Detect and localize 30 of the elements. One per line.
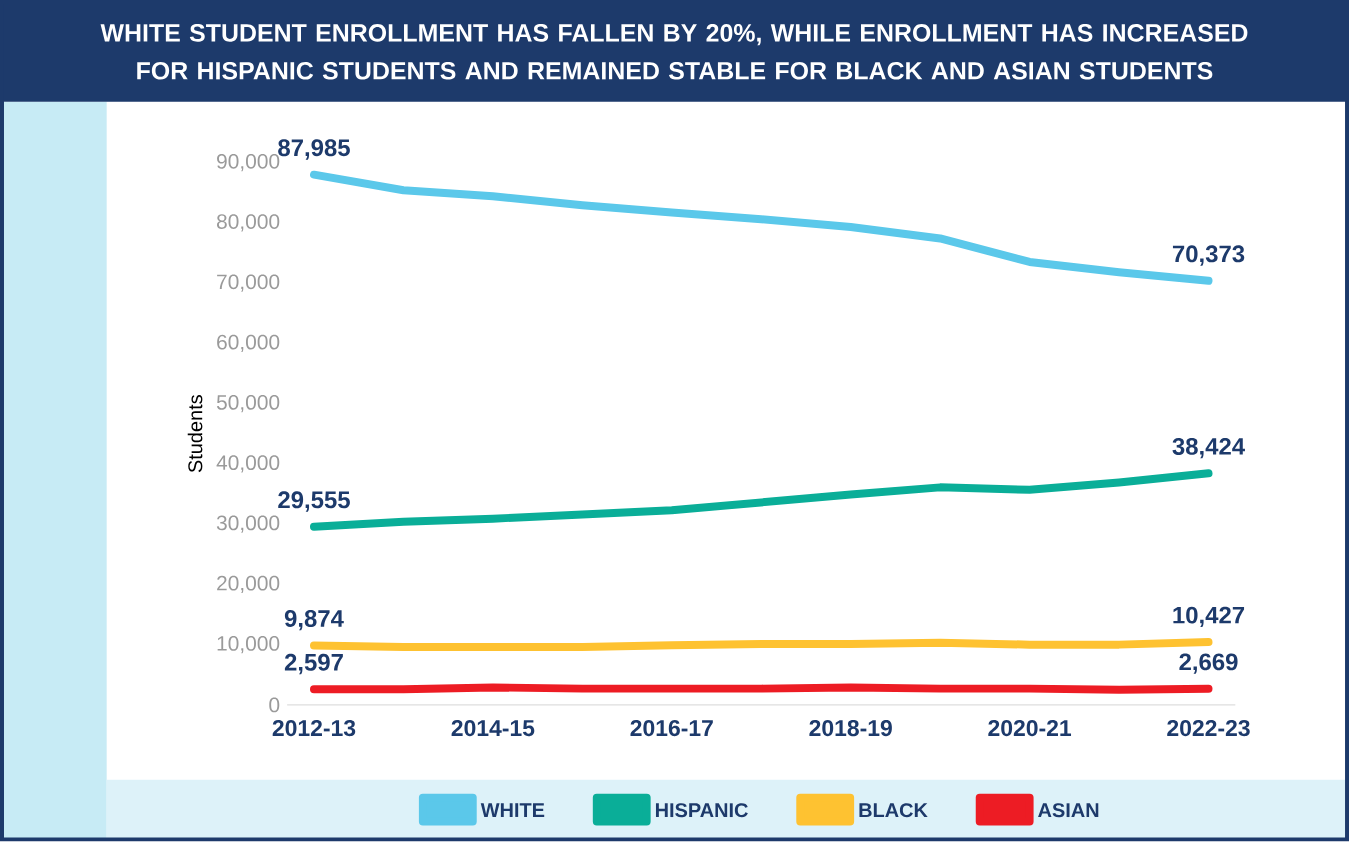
y-tick-label: 50,000 [216,395,280,413]
data-label: 9,874 [284,610,344,631]
y-tick-label: 40,000 [216,455,280,473]
x-tick-label: 2016-17 [630,720,713,737]
data-label: 2,669 [1179,653,1238,675]
data-label: 10,427 [1173,606,1245,628]
y-tick-label: 10,000 [217,636,280,654]
x-tick-label: 2012-13 [272,720,356,737]
data-label: 87,985 [278,139,350,160]
y-axis-title: Students [187,395,203,473]
y-tick-label: 70,000 [217,274,280,292]
data-label: 29,555 [278,491,350,513]
legend-label: ASIAN [1038,803,1099,818]
y-tick-label: 80,000 [216,214,280,232]
x-tick-label: 2020-21 [988,720,1072,737]
legend-label: HISPANIC [655,803,748,818]
y-tick-label: 0 [269,697,280,713]
y-tick-label: 60,000 [217,334,280,353]
data-label: 70,373 [1172,245,1245,267]
x-tick-label: 2014-15 [451,720,535,737]
y-tick-label: 30,000 [216,515,280,534]
y-tick-label: 20,000 [217,575,280,594]
chart-title: WHITE STUDENT ENROLLMENT HAS FALLEN BY 20%, WHILE ENROLLMENT HAS INCREASED FOR HISPANIC STUDENTS AND REMAINED STABLE FOR BLACK AND ASIAN STUDENTS [100,24,1248,80]
x-tick-label: 2022-23 [1167,720,1250,737]
legend-label: BLACK [859,803,928,818]
legend-label: WHITE [480,803,545,818]
y-tick-label: 90,000 [217,154,280,172]
x-tick-label: 2018-19 [809,720,892,737]
data-label: 2,597 [284,654,343,675]
data-label: 38,424 [1172,438,1245,459]
